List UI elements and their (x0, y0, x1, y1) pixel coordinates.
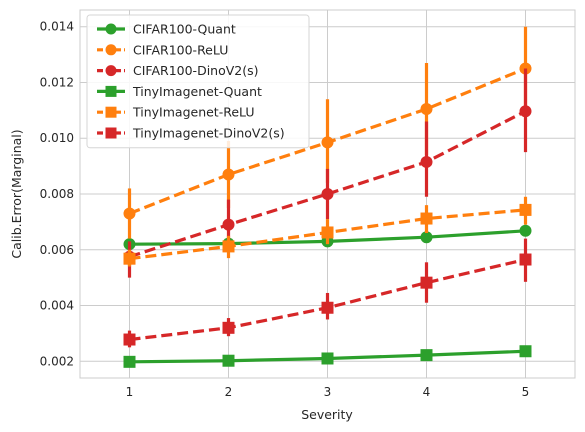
legend-label: TinyImagenet-Quant (132, 84, 262, 99)
x-tick-label: 2 (225, 385, 233, 399)
y-tick-label: 0.012 (40, 75, 74, 89)
series-group (123, 196, 532, 267)
series-line (129, 109, 527, 259)
x-axis-ticks: 1 2 3 4 5 (126, 385, 530, 399)
data-point (420, 276, 433, 289)
data-point (222, 354, 235, 367)
x-axis-label: Severity (301, 407, 353, 422)
data-point (321, 226, 334, 239)
legend-label: TinyImagenet-DinoV2(s) (132, 126, 285, 141)
data-point (519, 253, 532, 266)
legend-marker (105, 44, 117, 56)
y-tick-label: 0.002 (40, 354, 74, 368)
legend-label: TinyImagenet-ReLU (132, 105, 255, 120)
x-tick-label: 5 (522, 385, 530, 399)
x-tick-label: 3 (324, 385, 332, 399)
data-point (420, 349, 433, 362)
data-point (321, 301, 334, 314)
y-axis-label: Calib.Error(Marginal) (9, 129, 24, 258)
legend-box (86, 14, 310, 149)
data-point (123, 207, 136, 220)
legend-label: CIFAR100-DinoV2(s) (133, 63, 259, 78)
data-point (123, 333, 136, 346)
y-tick-label: 0.006 (40, 243, 74, 257)
data-point (420, 155, 433, 168)
y-axis-ticks: 0.002 0.004 0.006 0.008 0.010 0.012 0.014 (40, 20, 74, 369)
y-tick-label: 0.014 (40, 20, 74, 34)
x-tick-label: 4 (423, 385, 431, 399)
data-point (123, 355, 136, 368)
series-group (123, 345, 532, 368)
series-layer (123, 26, 532, 368)
data-point (420, 231, 433, 244)
data-point (420, 102, 433, 115)
legend-marker (105, 65, 117, 77)
data-point (420, 212, 433, 225)
data-point (519, 224, 532, 237)
data-point (222, 240, 235, 253)
legend-marker (105, 106, 117, 118)
data-point (222, 321, 235, 334)
data-point (321, 136, 334, 149)
data-point (222, 218, 235, 231)
data-point (123, 252, 136, 265)
legend: CIFAR100-Quant CIFAR100-ReLU CIFAR100-Dino… (86, 14, 310, 149)
data-point (519, 203, 532, 216)
legend-marker (105, 127, 117, 139)
data-point (321, 352, 334, 365)
data-point (321, 188, 334, 200)
legend-label: CIFAR100-ReLU (133, 42, 228, 57)
data-point (222, 168, 235, 181)
series-group (123, 238, 532, 348)
y-tick-label: 0.004 (40, 299, 74, 313)
legend-label: CIFAR100-Quant (133, 22, 236, 37)
legend-marker (105, 85, 117, 97)
plot-frame (79, 9, 576, 379)
legend-marker (105, 23, 117, 35)
data-point (519, 345, 532, 358)
y-tick-label: 0.010 (40, 131, 74, 145)
data-point (519, 105, 532, 118)
y-tick-label: 0.008 (40, 187, 74, 201)
x-tick-label: 1 (126, 385, 134, 399)
